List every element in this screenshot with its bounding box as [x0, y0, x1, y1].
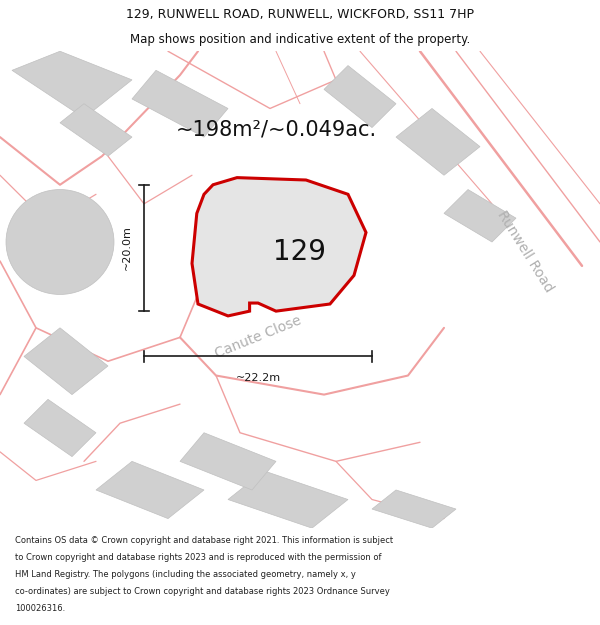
Text: Map shows position and indicative extent of the property.: Map shows position and indicative extent…: [130, 34, 470, 46]
Polygon shape: [444, 189, 516, 242]
Ellipse shape: [6, 189, 114, 294]
Text: Runwell Road: Runwell Road: [494, 208, 556, 295]
Text: 129, RUNWELL ROAD, RUNWELL, WICKFORD, SS11 7HP: 129, RUNWELL ROAD, RUNWELL, WICKFORD, SS…: [126, 8, 474, 21]
Polygon shape: [60, 104, 132, 156]
Text: ~198m²/~0.049ac.: ~198m²/~0.049ac.: [175, 120, 377, 140]
Polygon shape: [12, 51, 132, 118]
Polygon shape: [132, 71, 228, 137]
Text: HM Land Registry. The polygons (including the associated geometry, namely x, y: HM Land Registry. The polygons (includin…: [15, 570, 356, 579]
Polygon shape: [192, 177, 366, 316]
Text: 129: 129: [274, 238, 326, 266]
Text: co-ordinates) are subject to Crown copyright and database rights 2023 Ordnance S: co-ordinates) are subject to Crown copyr…: [15, 587, 390, 596]
Text: 100026316.: 100026316.: [15, 604, 65, 612]
Polygon shape: [180, 432, 276, 490]
Polygon shape: [324, 66, 396, 128]
Text: Contains OS data © Crown copyright and database right 2021. This information is : Contains OS data © Crown copyright and d…: [15, 536, 393, 545]
Polygon shape: [96, 461, 204, 519]
Text: Canute Close: Canute Close: [213, 314, 303, 361]
Polygon shape: [396, 109, 480, 175]
Text: ~22.2m: ~22.2m: [235, 373, 281, 383]
Text: to Crown copyright and database rights 2023 and is reproduced with the permissio: to Crown copyright and database rights 2…: [15, 553, 382, 562]
Polygon shape: [228, 471, 348, 528]
Polygon shape: [372, 490, 456, 528]
Text: ~20.0m: ~20.0m: [122, 226, 132, 271]
Polygon shape: [24, 328, 108, 394]
Polygon shape: [24, 399, 96, 457]
